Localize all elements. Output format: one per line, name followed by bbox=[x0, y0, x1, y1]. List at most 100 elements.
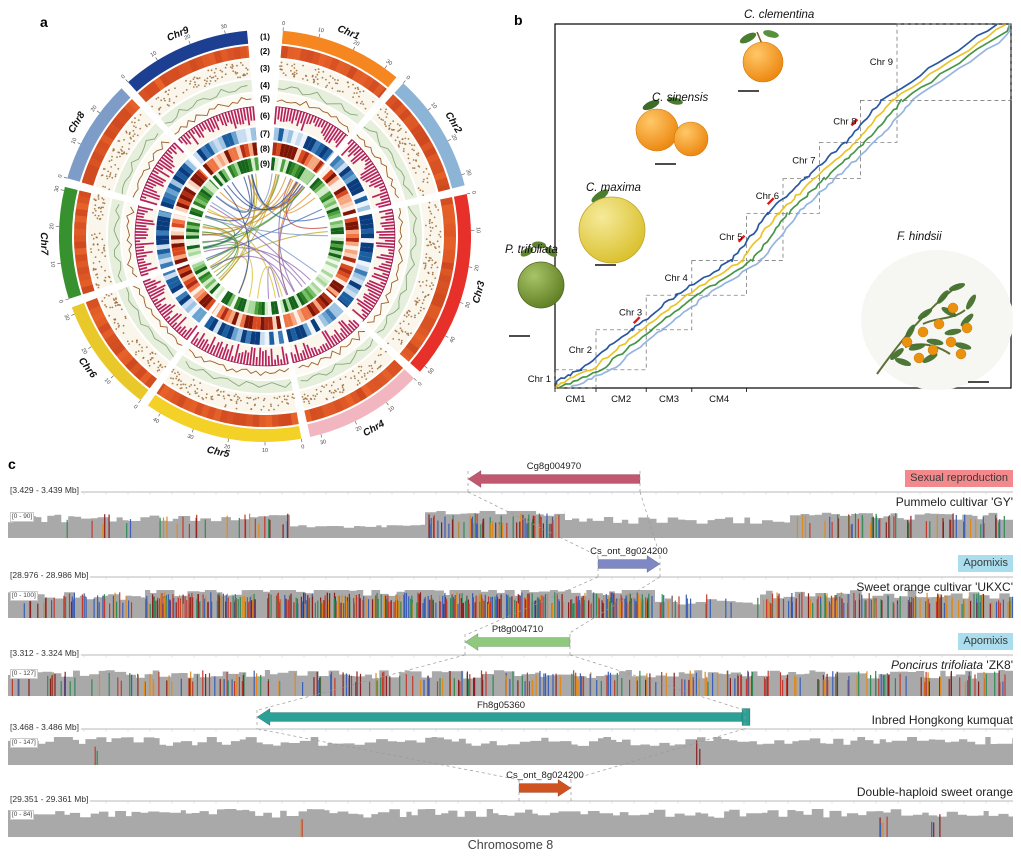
svg-text:10: 10 bbox=[262, 448, 268, 454]
svg-text:CM3: CM3 bbox=[659, 394, 679, 405]
phenotype-badge: Apomixis bbox=[958, 633, 1013, 650]
svg-text:Chr 6: Chr 6 bbox=[756, 191, 779, 202]
coverage-range: [0 - 90] bbox=[10, 512, 35, 522]
svg-text:20: 20 bbox=[49, 223, 55, 229]
browser-track-5 bbox=[8, 779, 1013, 837]
svg-text:30: 30 bbox=[220, 24, 227, 31]
svg-text:50: 50 bbox=[427, 367, 436, 376]
sinensis-image bbox=[635, 97, 709, 165]
coverage-band bbox=[760, 590, 1013, 618]
gene-name: Fh8g05360 bbox=[476, 700, 526, 711]
species-label-5: F. hindsii bbox=[897, 231, 942, 243]
svg-text:20: 20 bbox=[223, 444, 230, 451]
svg-text:(5): (5) bbox=[260, 95, 270, 104]
gene-arrow bbox=[464, 633, 571, 651]
region-range: [29.351 - 29.361 Mb] bbox=[8, 794, 91, 804]
svg-text:30: 30 bbox=[464, 169, 472, 177]
coverage-band bbox=[8, 809, 1013, 837]
svg-text:Chr 2: Chr 2 bbox=[569, 345, 592, 356]
circos-chords bbox=[201, 173, 329, 299]
svg-text:30: 30 bbox=[320, 439, 328, 446]
gene-name: Cs_ont_8g024200 bbox=[590, 546, 668, 557]
svg-text:(2): (2) bbox=[260, 47, 270, 56]
svg-text:30: 30 bbox=[384, 59, 392, 67]
gene-name: Cs_ont_8g024200 bbox=[506, 770, 584, 781]
svg-text:20: 20 bbox=[90, 105, 98, 113]
browser-track-2 bbox=[8, 555, 1014, 618]
gene-name: Cg8g004970 bbox=[526, 461, 582, 472]
region-range: [3.429 - 3.439 Mb] bbox=[8, 485, 81, 495]
gene-arrow bbox=[467, 470, 641, 488]
sample-name: Double-haploid sweet orange bbox=[856, 785, 1013, 799]
svg-text:10: 10 bbox=[70, 137, 78, 145]
coverage-range: [0 - 100] bbox=[10, 591, 38, 601]
svg-text:(8): (8) bbox=[260, 145, 270, 154]
phenotype-badge: Apomixis bbox=[958, 555, 1013, 572]
svg-text:CM4: CM4 bbox=[709, 394, 729, 405]
coverage-band bbox=[565, 517, 790, 538]
svg-text:10: 10 bbox=[103, 377, 112, 386]
svg-text:0: 0 bbox=[57, 174, 64, 179]
svg-text:20: 20 bbox=[474, 265, 481, 272]
svg-text:0: 0 bbox=[405, 75, 411, 82]
coverage-range: [0 - 127] bbox=[10, 669, 38, 679]
svg-text:0: 0 bbox=[132, 404, 138, 411]
svg-text:20: 20 bbox=[184, 34, 192, 42]
svg-text:0: 0 bbox=[57, 299, 64, 304]
panel-a-label: a bbox=[40, 14, 48, 30]
panel-c-label: c bbox=[8, 456, 16, 472]
svg-text:Chr 9: Chr 9 bbox=[870, 57, 893, 68]
svg-text:(1): (1) bbox=[260, 33, 270, 42]
svg-text:0: 0 bbox=[470, 190, 476, 194]
dotplot-frame bbox=[554, 23, 1012, 392]
coverage-band bbox=[425, 511, 565, 538]
svg-text:Chr6: Chr6 bbox=[76, 356, 99, 381]
svg-text:Chr1: Chr1 bbox=[336, 24, 362, 43]
sample-name: Pummelo cultivar 'GY' bbox=[895, 495, 1013, 509]
dotplot-series bbox=[555, 23, 1011, 389]
clementina-image bbox=[738, 30, 784, 92]
svg-text:10: 10 bbox=[317, 27, 324, 34]
svg-text:10: 10 bbox=[49, 261, 56, 268]
region-range: [3.468 - 3.486 Mb] bbox=[8, 722, 81, 732]
browser-track-1 bbox=[8, 470, 1013, 538]
panel-b-label: b bbox=[514, 12, 523, 28]
dotplot-axis-labels: Chr 1 Chr 2 Chr 3 Chr 4 Chr 5 Chr 6 Chr 7 Chr 8… bbox=[528, 57, 893, 405]
sample-name: Poncirus trifoliata 'ZK8' bbox=[891, 658, 1013, 672]
svg-text:(6): (6) bbox=[260, 112, 270, 121]
svg-text:30: 30 bbox=[62, 314, 70, 322]
phenotype-badge: Sexual reproduction bbox=[905, 470, 1013, 487]
coverage-range: [0 - 84] bbox=[10, 810, 35, 820]
sample-name: Inbred Hongkong kumquat bbox=[871, 713, 1013, 727]
svg-text:Chr5: Chr5 bbox=[206, 445, 231, 461]
synteny-dotplot: Chr 1 Chr 2 Chr 3 Chr 4 Chr 5 Chr 6 Chr 7 Chr 8… bbox=[509, 23, 1013, 405]
svg-text:20: 20 bbox=[355, 425, 363, 433]
svg-text:10: 10 bbox=[150, 50, 158, 58]
svg-text:0: 0 bbox=[301, 444, 305, 450]
svg-text:Chr3: Chr3 bbox=[471, 279, 488, 304]
circos-rings: 0 10 20 30 Chr1 0 10 20 30 Chr2 0 10 20 30 40 50 Chr3 0 10… bbox=[38, 21, 488, 460]
svg-text:Chr 3: Chr 3 bbox=[619, 308, 642, 319]
species-label-1: C. clementina bbox=[744, 9, 815, 21]
svg-text:Chr8: Chr8 bbox=[66, 110, 87, 136]
svg-text:(9): (9) bbox=[260, 160, 270, 169]
gene-arrow bbox=[597, 555, 661, 573]
region-range: [3.312 - 3.324 Mb] bbox=[8, 648, 81, 658]
sample-name: Sweet orange cultivar 'UKXC' bbox=[856, 580, 1013, 594]
svg-text:10: 10 bbox=[475, 227, 481, 233]
svg-text:40: 40 bbox=[449, 336, 457, 344]
svg-text:CM2: CM2 bbox=[611, 394, 631, 405]
svg-text:10: 10 bbox=[429, 102, 437, 111]
svg-text:20: 20 bbox=[352, 40, 360, 48]
circos-track-numbers: (1) (2) (3) (4) (5) (6) (7) (8) (9) bbox=[259, 31, 272, 170]
svg-text:(7): (7) bbox=[260, 130, 270, 139]
trifoliata-image bbox=[509, 241, 565, 337]
svg-text:Chr 8: Chr 8 bbox=[833, 116, 856, 127]
coverage-band bbox=[8, 514, 290, 538]
sample-species-italic: Poncirus trifoliata bbox=[891, 658, 984, 672]
svg-text:CM1: CM1 bbox=[565, 394, 585, 405]
svg-text:20: 20 bbox=[80, 347, 88, 355]
svg-text:Chr 1: Chr 1 bbox=[528, 374, 551, 385]
coverage-band bbox=[290, 524, 425, 538]
